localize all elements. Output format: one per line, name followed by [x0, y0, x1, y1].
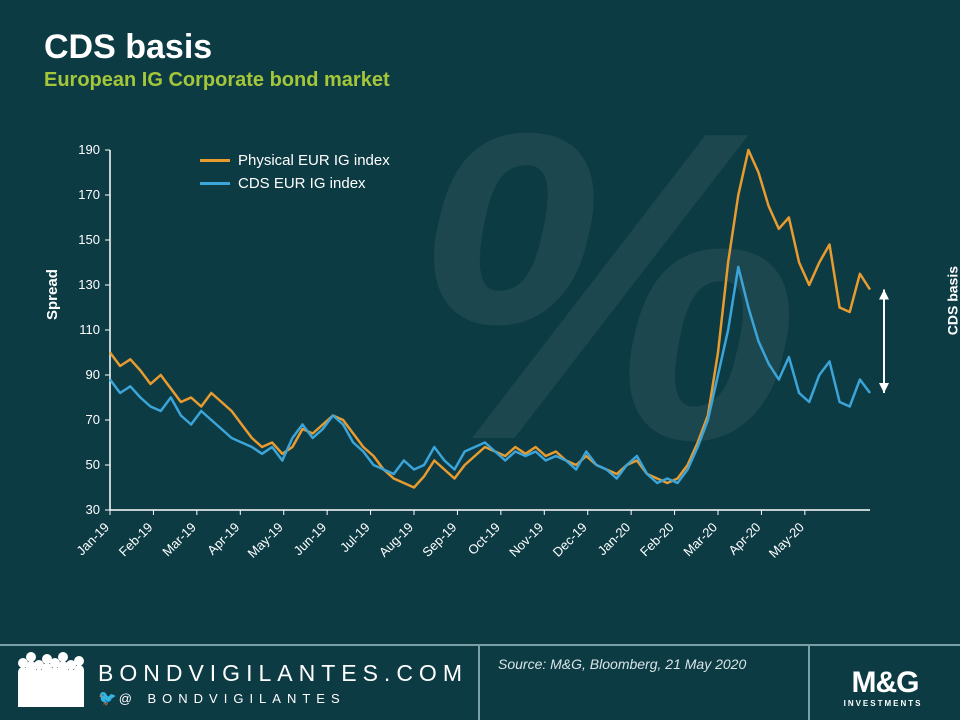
footer-logo-cell: M&G INVESTMENTS	[810, 646, 960, 720]
svg-text:110: 110	[79, 322, 100, 337]
svg-text:Feb-20: Feb-20	[637, 520, 677, 560]
svg-text:Sep-19: Sep-19	[419, 520, 459, 560]
svg-text:150: 150	[78, 232, 100, 247]
svg-text:130: 130	[78, 277, 100, 292]
y-axis-label: Spread	[44, 269, 61, 320]
svg-text:70: 70	[86, 412, 100, 427]
svg-text:Nov-19: Nov-19	[506, 520, 546, 560]
brand-sub: 🐦@ BONDVIGILANTES	[98, 689, 468, 707]
brand-main: BONDVIGILANTES.COM	[98, 660, 468, 687]
mg-logo-sub: INVESTMENTS	[844, 699, 923, 708]
svg-text:90: 90	[86, 367, 100, 382]
svg-text:Dec-19: Dec-19	[550, 520, 590, 560]
svg-text:Jul-19: Jul-19	[337, 520, 373, 556]
svg-text:Apr-19: Apr-19	[204, 520, 242, 558]
mg-logo: M&G INVESTMENTS	[852, 666, 919, 700]
chart-title: CDS basis	[44, 28, 390, 67]
svg-text:May-20: May-20	[766, 520, 807, 561]
svg-text:Jan-20: Jan-20	[595, 520, 634, 559]
svg-text:30: 30	[86, 502, 100, 517]
footer-source-cell: Source: M&G, Bloomberg, 21 May 2020	[480, 646, 810, 720]
svg-text:Mar-20: Mar-20	[680, 520, 720, 560]
svg-text:Mar-19: Mar-19	[159, 520, 199, 560]
chart-subtitle: European IG Corporate bond market	[44, 69, 390, 92]
svg-text:50: 50	[86, 457, 100, 472]
twitter-icon: 🐦	[98, 690, 117, 707]
line-chart: 30 50 70 90 110 130 150 170 190 Jan-19Feb-19Mar-1…	[50, 140, 910, 590]
page-root: % CDS basis European IG Corporate bond m…	[0, 0, 960, 720]
svg-text:Apr-20: Apr-20	[725, 520, 763, 558]
svg-text:190: 190	[78, 142, 100, 157]
svg-text:Feb-19: Feb-19	[116, 520, 156, 560]
svg-text:May-19: May-19	[245, 520, 286, 561]
title-block: CDS basis European IG Corporate bond mar…	[44, 28, 390, 92]
svg-text:170: 170	[78, 187, 100, 202]
svg-text:Jun-19: Jun-19	[291, 520, 330, 559]
people-silhouette-icon	[18, 659, 82, 707]
brand-handle: @ BONDVIGILANTES	[119, 691, 346, 706]
brand-text: BONDVIGILANTES.COM 🐦@ BONDVIGILANTES	[98, 660, 468, 707]
cds-basis-annotation-label: CDS basis	[944, 266, 960, 335]
footer-brand-cell: BONDVIGILANTES.COM 🐦@ BONDVIGILANTES	[0, 646, 480, 720]
source-text: Source: M&G, Bloomberg, 21 May 2020	[498, 656, 746, 672]
chart-container: Spread 30507090110130150170190Jan-19Feb-…	[50, 140, 910, 590]
footer: BONDVIGILANTES.COM 🐦@ BONDVIGILANTES Sou…	[0, 644, 960, 720]
svg-text:Oct-19: Oct-19	[465, 520, 503, 558]
mg-logo-text: M&G	[852, 666, 919, 699]
svg-text:Aug-19: Aug-19	[376, 520, 416, 560]
svg-text:Jan-19: Jan-19	[73, 520, 112, 559]
